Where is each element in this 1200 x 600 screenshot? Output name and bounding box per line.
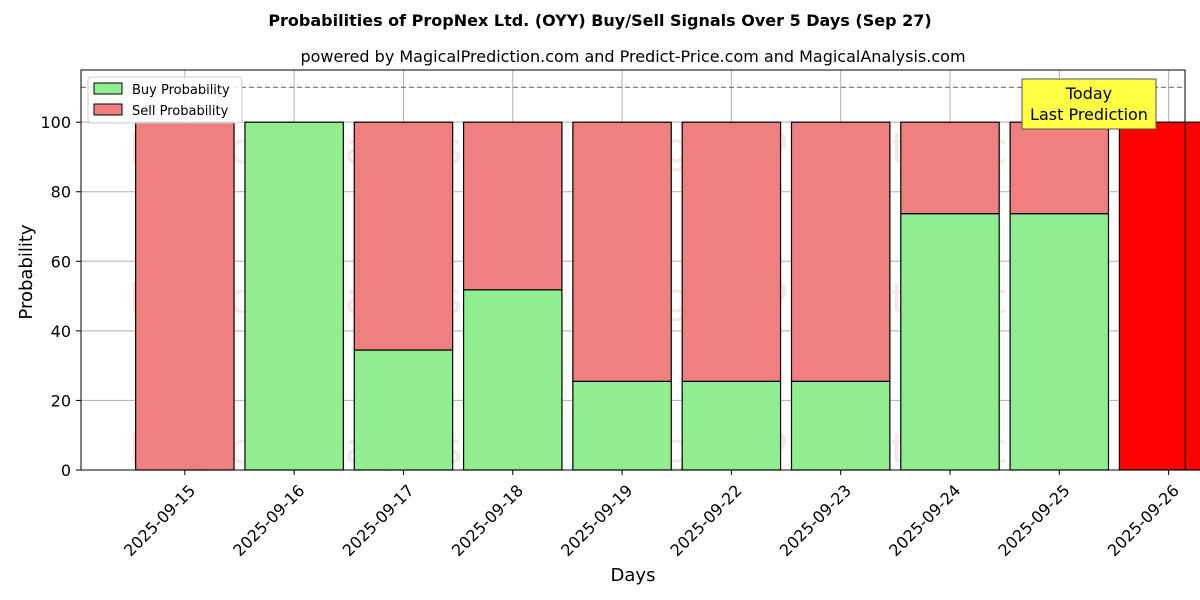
bar-sell-2025-09-23 xyxy=(790,121,891,382)
y-axis-ticks: 0 20 40 60 80 100 xyxy=(40,113,81,480)
chart-title: Probabilities of PropNex Ltd. (OYY) Buy/… xyxy=(268,11,931,30)
bar-buy-2025-09-17 xyxy=(353,349,454,471)
bar-sell-2025-09-24 xyxy=(900,121,1000,215)
legend-swatch-buy xyxy=(93,82,123,95)
y-tick-label: 20 xyxy=(51,391,71,410)
x-axis-label: Days xyxy=(611,565,656,586)
annotation-box xyxy=(1021,78,1157,130)
bar-buy-2025-09-19 xyxy=(572,380,672,471)
bar-buy-2025-09-25 xyxy=(1009,213,1110,471)
annotation-line-2: Last Prediction xyxy=(1030,105,1148,124)
y-tick-label: 60 xyxy=(51,252,71,271)
bars xyxy=(135,121,1200,471)
bar-buy-2025-09-24 xyxy=(900,213,1000,471)
bar-sell-2025-09-22 xyxy=(681,121,782,382)
legend-swatch-sell xyxy=(93,103,123,116)
bar-sell-2025-09-18 xyxy=(462,121,563,291)
bar-buy-2025-09-16 xyxy=(244,121,344,471)
y-tick-label: 100 xyxy=(40,113,71,132)
annotation-line-1: Today xyxy=(1065,84,1112,103)
bar-sell-2025-09-17 xyxy=(353,121,454,351)
legend-label-sell: Sell Probability xyxy=(132,104,229,119)
legend: Buy Probability Sell Probability xyxy=(87,76,243,124)
bar-sell-2025-09-15 xyxy=(135,121,235,471)
y-axis-label: Probability xyxy=(16,224,37,319)
legend-label-buy: Buy Probability xyxy=(132,83,230,98)
today-annotation: Today Last Prediction xyxy=(1021,78,1157,130)
plot-frame xyxy=(80,69,1186,471)
bar-buy-2025-09-22 xyxy=(681,380,782,471)
bar-sell-2025-09-26 xyxy=(1118,121,1200,471)
y-tick-label: 80 xyxy=(51,183,71,202)
bar-sell-2025-09-19 xyxy=(572,121,672,382)
legend-box xyxy=(87,76,243,124)
y-tick-label: 40 xyxy=(51,322,71,341)
chart-subtitle: powered by MagicalPrediction.com and Pre… xyxy=(300,47,965,66)
bar-buy-2025-09-18 xyxy=(462,289,563,471)
y-tick-label: 0 xyxy=(61,461,71,480)
bar-buy-2025-09-23 xyxy=(790,380,891,471)
bar-sell-2025-09-25 xyxy=(1009,121,1110,215)
